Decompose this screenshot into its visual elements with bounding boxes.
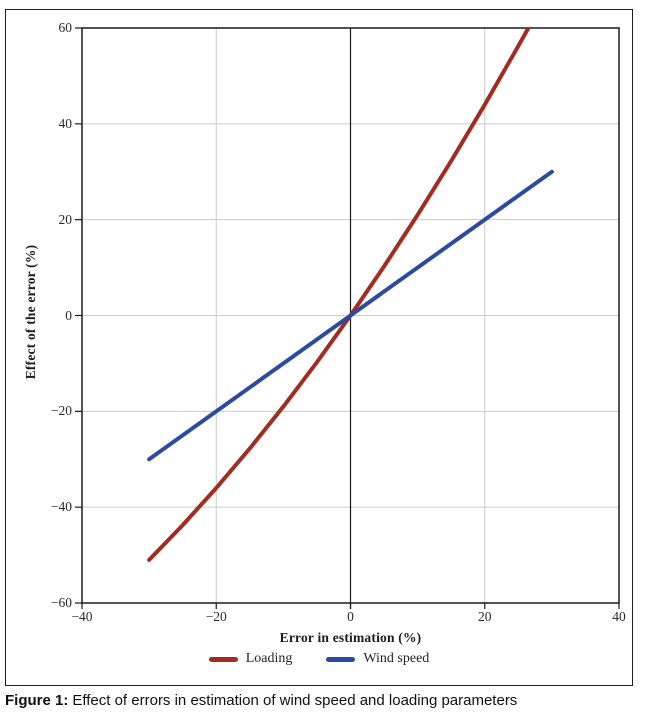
legend-label: Wind speed — [363, 651, 430, 666]
plot-area — [75, 27, 620, 609]
figure-caption: Figure 1: Effect of errors in estimation … — [5, 692, 645, 709]
figure-caption-text: Effect of errors in estimation of wind s… — [72, 692, 518, 709]
series-line-loading — [147, 28, 531, 562]
figure-caption-label: Figure 1: — [5, 692, 69, 709]
series-line-wind-speed — [147, 169, 554, 462]
x-tick-label: 0 — [347, 609, 354, 624]
y-tick-label: −40 — [50, 499, 72, 515]
legend: Loading Wind speed — [5, 651, 633, 667]
chart-frame — [5, 9, 633, 686]
legend-label: Loading — [245, 651, 293, 666]
legend-swatch — [208, 656, 238, 662]
legend-item-loading: Loading — [208, 651, 293, 667]
legend-swatch — [326, 656, 356, 662]
x-tick-label: −40 — [71, 609, 93, 624]
x-tick-label: 20 — [478, 609, 492, 624]
legend-item-wind-speed: Wind speed — [326, 651, 429, 667]
y-tick-label: 0 — [65, 307, 72, 323]
x-tick-label: −20 — [205, 609, 227, 624]
y-tick-label: 60 — [58, 20, 73, 35]
x-axis-title: Error in estimation (%) — [279, 630, 422, 645]
y-tick-label: 20 — [58, 211, 73, 227]
y-tick-label: −60 — [50, 595, 72, 610]
y-tick-label: 40 — [58, 115, 73, 131]
x-tick-label: 40 — [612, 609, 626, 624]
y-tick-label: −20 — [50, 403, 72, 419]
